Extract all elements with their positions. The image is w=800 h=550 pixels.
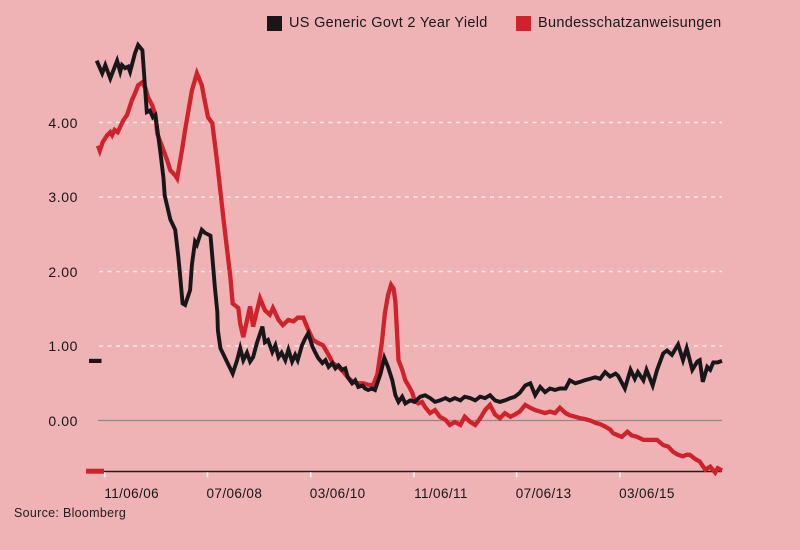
x-axis-label-07/06/08: 07/06/08 [206,486,263,501]
x-axis-label-11/06/06: 11/06/06 [104,486,160,501]
series-bundesschatzanweisungen-line [95,66,723,477]
y-axis-label-1.00: 1.00 [48,338,78,354]
last-value-marker-us-2y [89,358,102,363]
last-value-marker-bundesschatzanweisungen [86,468,104,474]
y-axis-label-3.00: 3.00 [48,189,78,205]
legend-item-us-2y: US Generic Govt 2 Year Yield [267,15,488,31]
series-us-2y-line [94,41,723,407]
source-caption: Source: Bloomberg [14,506,127,520]
x-axis-label-03/06/15: 03/06/15 [619,486,675,501]
legend-item-bundesschatzanweisungen: Bundesschatzanweisungen [516,15,721,31]
x-axis-label-11/06/11: 11/06/11 [414,486,468,501]
x-axis-label-07/06/13: 07/06/13 [515,486,572,501]
legend-label-bundesschatzanweisungen: Bundesschatzanweisungen [538,15,722,31]
x-axis-label-03/06/10: 03/06/10 [309,486,366,501]
legend-swatch-bundesschatzanweisungen-icon [516,15,531,31]
y-axis-label-4.00: 4.00 [48,114,78,131]
legend-swatch-us-2y-icon [267,15,282,31]
legend-label-us-2y: US Generic Govt 2 Year Yield [289,15,488,31]
y-axis-label-2.00: 2.00 [48,263,78,280]
y-axis-label-0.00: 0.00 [48,412,78,429]
